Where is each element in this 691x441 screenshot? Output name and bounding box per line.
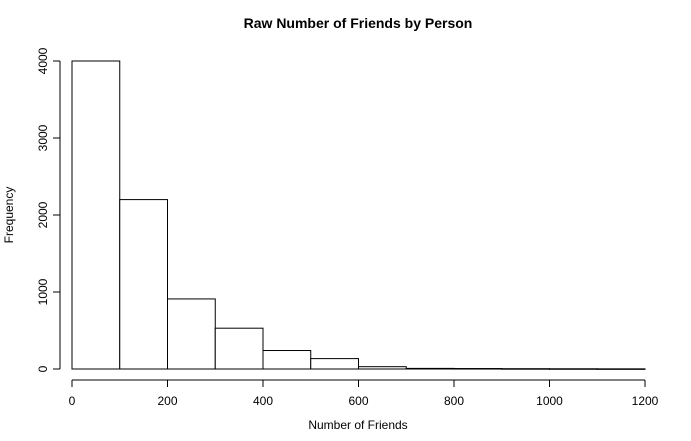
- histogram-bar: [71, 60, 121, 370]
- y-tick-label: 4000: [36, 47, 50, 74]
- histogram-bar: [167, 298, 216, 370]
- histogram-bar: [453, 368, 503, 370]
- histogram-bar: [596, 368, 646, 370]
- histogram-bar: [358, 366, 407, 370]
- x-tick-label: 400: [253, 394, 273, 408]
- x-axis-label: Number of Friends: [308, 418, 407, 432]
- x-tick-label: 600: [348, 394, 368, 408]
- x-axis: 0 200 400 600 800 1000 1200: [69, 379, 659, 408]
- y-tick-label: 2000: [36, 201, 50, 228]
- y-axis-label: Frequency: [2, 187, 16, 244]
- histogram-bar: [310, 358, 359, 370]
- histogram-bar: [214, 327, 264, 370]
- histogram-bar: [549, 368, 598, 370]
- histogram-bar: [405, 367, 455, 370]
- y-tick-label: 3000: [36, 124, 50, 151]
- y-tick-label: 1000: [36, 278, 50, 305]
- x-tick-label: 200: [157, 394, 177, 408]
- bars-group: [71, 60, 646, 370]
- x-tick-label: 1200: [632, 394, 659, 408]
- x-tick-label: 0: [69, 394, 76, 408]
- histogram-bar: [119, 199, 168, 370]
- histogram-bar: [262, 350, 312, 370]
- y-tick-label: 0: [36, 365, 50, 372]
- x-tick-label: 1000: [536, 394, 563, 408]
- y-axis: 0 1000 2000 3000 4000: [36, 47, 61, 372]
- histogram-bar: [501, 368, 550, 370]
- chart-title: Raw Number of Friends by Person: [244, 15, 473, 31]
- x-tick-label: 800: [444, 394, 464, 408]
